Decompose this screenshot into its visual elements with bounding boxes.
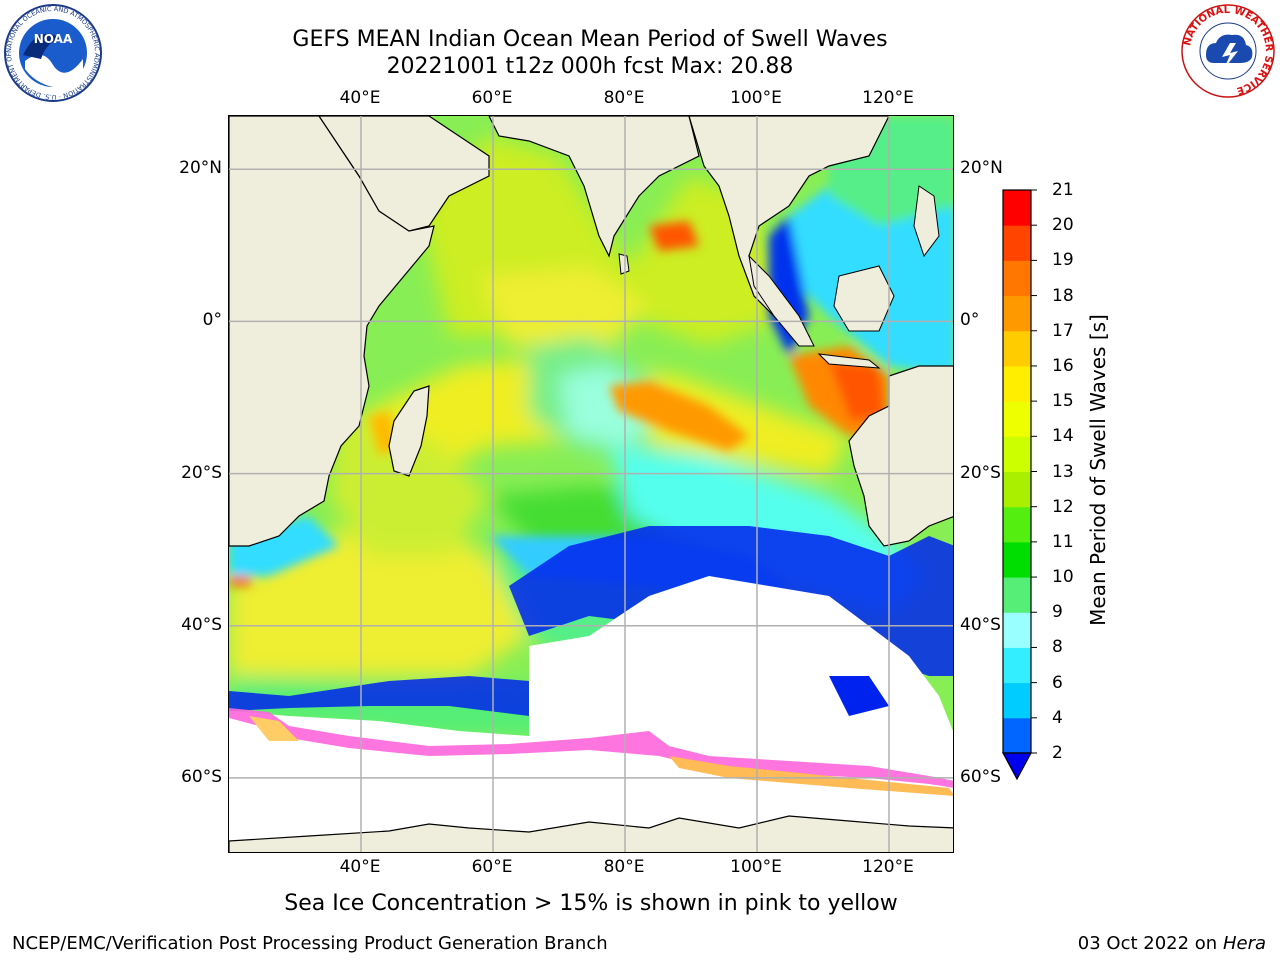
colorbar-tick-label: 12: [1052, 496, 1074, 517]
colorbar-band: [1003, 295, 1031, 332]
land-madagascar: [388, 385, 430, 477]
lat-tick-label-left: 40°S: [181, 614, 222, 635]
lon-tick-label-top: 40°E: [339, 88, 381, 108]
lat-tick-label-right: 20°S: [960, 462, 1001, 483]
colorbar-tick-label: 10: [1052, 567, 1074, 588]
lat-tick-label-left: 20°S: [181, 462, 222, 483]
colorbar-tick-label: 21: [1052, 180, 1074, 200]
lon-tick-label-bottom: 120°E: [862, 857, 914, 877]
colorbar: [1001, 189, 1037, 781]
land-sri-lanka: [618, 253, 630, 275]
land-java: [817, 353, 881, 369]
colorbar-tick-label: 8: [1052, 637, 1063, 658]
lat-tick-label-left: 0°: [202, 310, 222, 331]
land-australia: [848, 365, 953, 547]
colorbar-tick-label: 20: [1052, 215, 1074, 236]
colorbar-band: [1003, 330, 1031, 367]
map-subtitle: 20221001 t12z 000h fcst Max: 20.88: [386, 54, 794, 79]
nws-logo: NATIONAL WEATHER SERVICE: [1181, 4, 1275, 98]
colorbar-tick-label: 2: [1052, 743, 1063, 763]
colorbar-label: Mean Period of Swell Waves [s]: [1086, 314, 1110, 626]
colorbar-tick-label: 19: [1052, 250, 1074, 271]
lat-tick-label-left: 60°S: [181, 766, 222, 787]
lon-tick-label-top: 60°E: [471, 88, 513, 108]
map-field: [229, 116, 953, 852]
colorbar-extend-arrow: [1001, 752, 1033, 781]
footer-machine: Hera: [1222, 933, 1266, 954]
footer-date-text: 03 Oct 2022 on: [1077, 933, 1223, 954]
noaa-logo: NATIONAL OCEANIC AND ATMOSPHERIC ADMINIS…: [3, 3, 102, 102]
colorbar-tick-label: 4: [1052, 707, 1063, 728]
lat-tick-label-right: 40°S: [960, 614, 1001, 635]
colorbar-band: [1003, 401, 1031, 437]
colorbar-band: [1003, 471, 1031, 508]
colorbar-band: [1003, 647, 1031, 684]
lon-tick-label-top: 120°E: [862, 88, 914, 108]
footer-credit: NCEP/EMC/Verification Post Processing Pr…: [12, 933, 608, 954]
lon-tick-label-bottom: 60°E: [471, 857, 513, 877]
land-antarctica: [229, 815, 953, 852]
colorbar-band: [1003, 717, 1031, 754]
colorbar-tick-label: 17: [1052, 320, 1074, 341]
noaa-logo-text: NOAA: [34, 32, 73, 46]
colorbar-band: [1003, 436, 1031, 472]
map-panel: [228, 115, 954, 853]
colorbar-tick-label: 16: [1052, 355, 1074, 376]
lon-tick-label-top: 100°E: [730, 88, 782, 108]
map-gridlines: [229, 116, 953, 852]
lon-tick-label-bottom: 100°E: [730, 857, 782, 877]
colorbar-tick-label: 13: [1052, 461, 1074, 482]
colorbar-band: [1003, 682, 1031, 719]
colorbar-tick-label: 18: [1052, 285, 1074, 306]
lon-tick-label-bottom: 40°E: [339, 857, 381, 877]
land-masses: [229, 116, 953, 852]
land-india: [488, 116, 700, 258]
colorbar-band: [1003, 577, 1031, 613]
colorbar-band: [1003, 365, 1031, 402]
colorbar-band: [1003, 506, 1031, 543]
land-borneo: [833, 265, 895, 332]
colorbar-tick-label: 15: [1052, 391, 1074, 412]
lat-tick-label-right: 0°: [960, 310, 980, 331]
colorbar-tick-label: 9: [1052, 602, 1063, 623]
colorbar-band: [1003, 190, 1031, 226]
lon-tick-label-top: 80°E: [603, 88, 645, 108]
colorbar-band: [1003, 612, 1031, 648]
lon-tick-label-bottom: 80°E: [603, 857, 645, 877]
swell-field: [229, 116, 953, 852]
lat-tick-label-right: 20°N: [960, 158, 1003, 179]
land-philippines: [913, 185, 940, 258]
colorbar-tick-label: 14: [1052, 426, 1074, 447]
map-title: GEFS MEAN Indian Ocean Mean Period of Sw…: [292, 27, 888, 52]
colorbar-tick-label: 6: [1052, 672, 1063, 693]
lat-tick-label-left: 20°N: [179, 158, 222, 179]
lat-tick-label-right: 60°S: [960, 766, 1001, 787]
colorbar-tick-label: 11: [1052, 531, 1074, 552]
colorbar-band: [1003, 225, 1031, 261]
footer-date: 03 Oct 2022 on Hera: [1078, 933, 1266, 954]
colorbar-band: [1003, 260, 1031, 297]
colorbar-band: [1003, 541, 1031, 578]
sea-ice-note: Sea Ice Concentration > 15% is shown in …: [284, 891, 898, 916]
